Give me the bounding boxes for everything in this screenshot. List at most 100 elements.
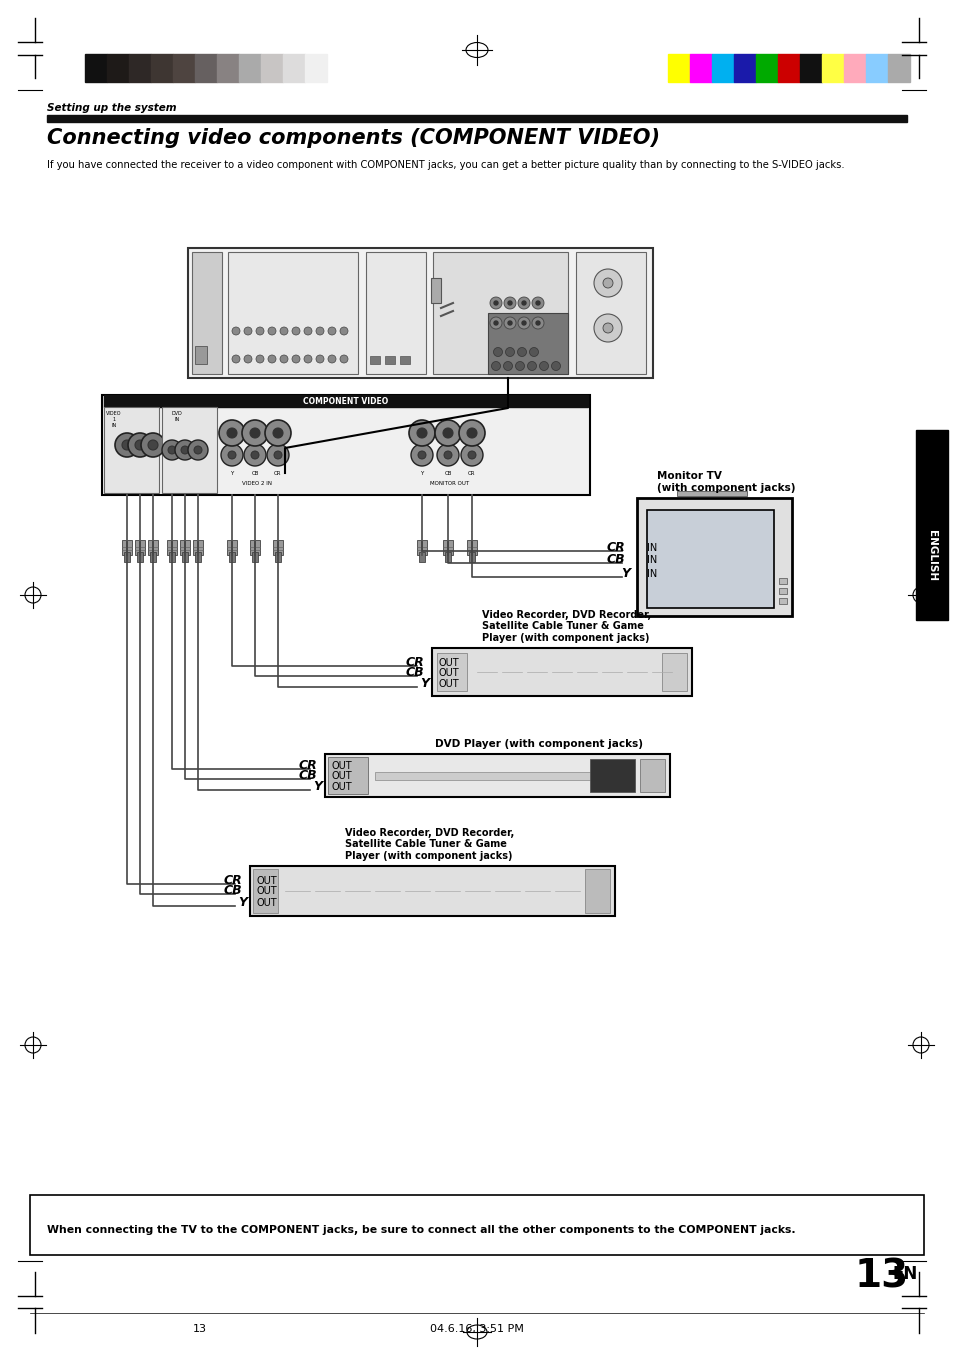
Bar [418,553,424,562]
Circle shape [467,428,476,438]
Circle shape [493,347,502,357]
Text: Monitor TV
(with component jacks): Monitor TV (with component jacks) [657,471,795,493]
Bar [250,866,615,916]
Circle shape [491,362,500,370]
Text: Y: Y [237,896,247,909]
Text: Y: Y [313,780,322,793]
Bar [469,553,475,562]
Circle shape [228,451,235,459]
Circle shape [168,446,175,454]
Bar [193,540,203,555]
Bar [375,771,599,780]
Text: CR: CR [298,759,316,771]
Bar [167,540,177,555]
Circle shape [115,434,139,457]
Circle shape [188,440,208,459]
Bar [107,54,129,82]
Circle shape [255,355,264,363]
Text: DVD: DVD [172,411,182,416]
Circle shape [232,327,240,335]
Circle shape [181,446,189,454]
Text: ENGLISH: ENGLISH [926,530,936,581]
Circle shape [292,355,299,363]
Text: CR: CR [468,471,476,476]
Circle shape [328,327,335,335]
Bar [431,278,440,303]
Text: 13: 13 [854,1256,908,1296]
Bar [779,598,786,604]
Text: Y: Y [419,677,429,690]
Text: VIDEO: VIDEO [106,411,122,416]
Circle shape [273,428,283,438]
Bar [887,54,909,82]
Bar [433,253,567,374]
Circle shape [458,420,484,446]
Text: OUT: OUT [438,667,458,678]
Bar [169,553,174,562]
Circle shape [193,446,202,454]
Circle shape [521,322,525,326]
Bar [150,553,156,562]
Circle shape [515,362,524,370]
Circle shape [232,355,240,363]
Bar [122,540,132,555]
Circle shape [148,440,158,450]
Text: CB: CB [223,884,242,897]
Circle shape [250,428,260,438]
Bar [137,553,143,562]
Circle shape [527,362,536,370]
Circle shape [315,355,324,363]
Text: CR: CR [405,657,423,669]
Circle shape [265,420,291,446]
Bar [325,754,669,797]
Circle shape [503,297,516,309]
Bar [194,346,207,363]
Circle shape [436,444,458,466]
Text: MONITOR OUT: MONITOR OUT [430,481,469,486]
Circle shape [594,269,621,297]
Text: Connecting video components (COMPONENT VIDEO): Connecting video components (COMPONENT V… [47,128,659,149]
Bar [779,588,786,594]
Circle shape [267,444,289,466]
Circle shape [244,444,266,466]
Circle shape [435,420,460,446]
Text: CB: CB [405,666,423,680]
Text: OUT: OUT [256,886,276,896]
Bar [328,757,368,794]
Text: DVD Player (with component jacks): DVD Player (with component jacks) [435,739,642,748]
Text: OUT: OUT [331,761,352,771]
Text: CB: CB [251,471,258,476]
Circle shape [602,278,613,288]
Bar [778,54,800,82]
Circle shape [536,322,539,326]
Bar [432,648,691,696]
Bar [172,54,194,82]
Bar [733,54,755,82]
Bar [283,54,305,82]
Text: IN: IN [112,423,116,428]
Bar [416,540,427,555]
Circle shape [503,317,516,330]
Circle shape [532,317,543,330]
Bar [444,553,451,562]
Text: 13: 13 [193,1324,207,1333]
Text: CR: CR [274,471,281,476]
Bar [779,578,786,584]
Circle shape [339,327,348,335]
Text: OUT: OUT [256,875,276,886]
Circle shape [409,420,435,446]
Circle shape [536,301,539,305]
Circle shape [141,434,165,457]
Circle shape [468,451,476,459]
Circle shape [529,347,537,357]
Bar [467,540,476,555]
Bar [385,357,395,363]
Bar [124,553,130,562]
Bar [661,653,686,690]
Circle shape [532,297,543,309]
Circle shape [517,347,526,357]
Bar [151,54,172,82]
Bar [104,394,587,407]
Bar [639,759,664,792]
Bar [637,499,791,616]
